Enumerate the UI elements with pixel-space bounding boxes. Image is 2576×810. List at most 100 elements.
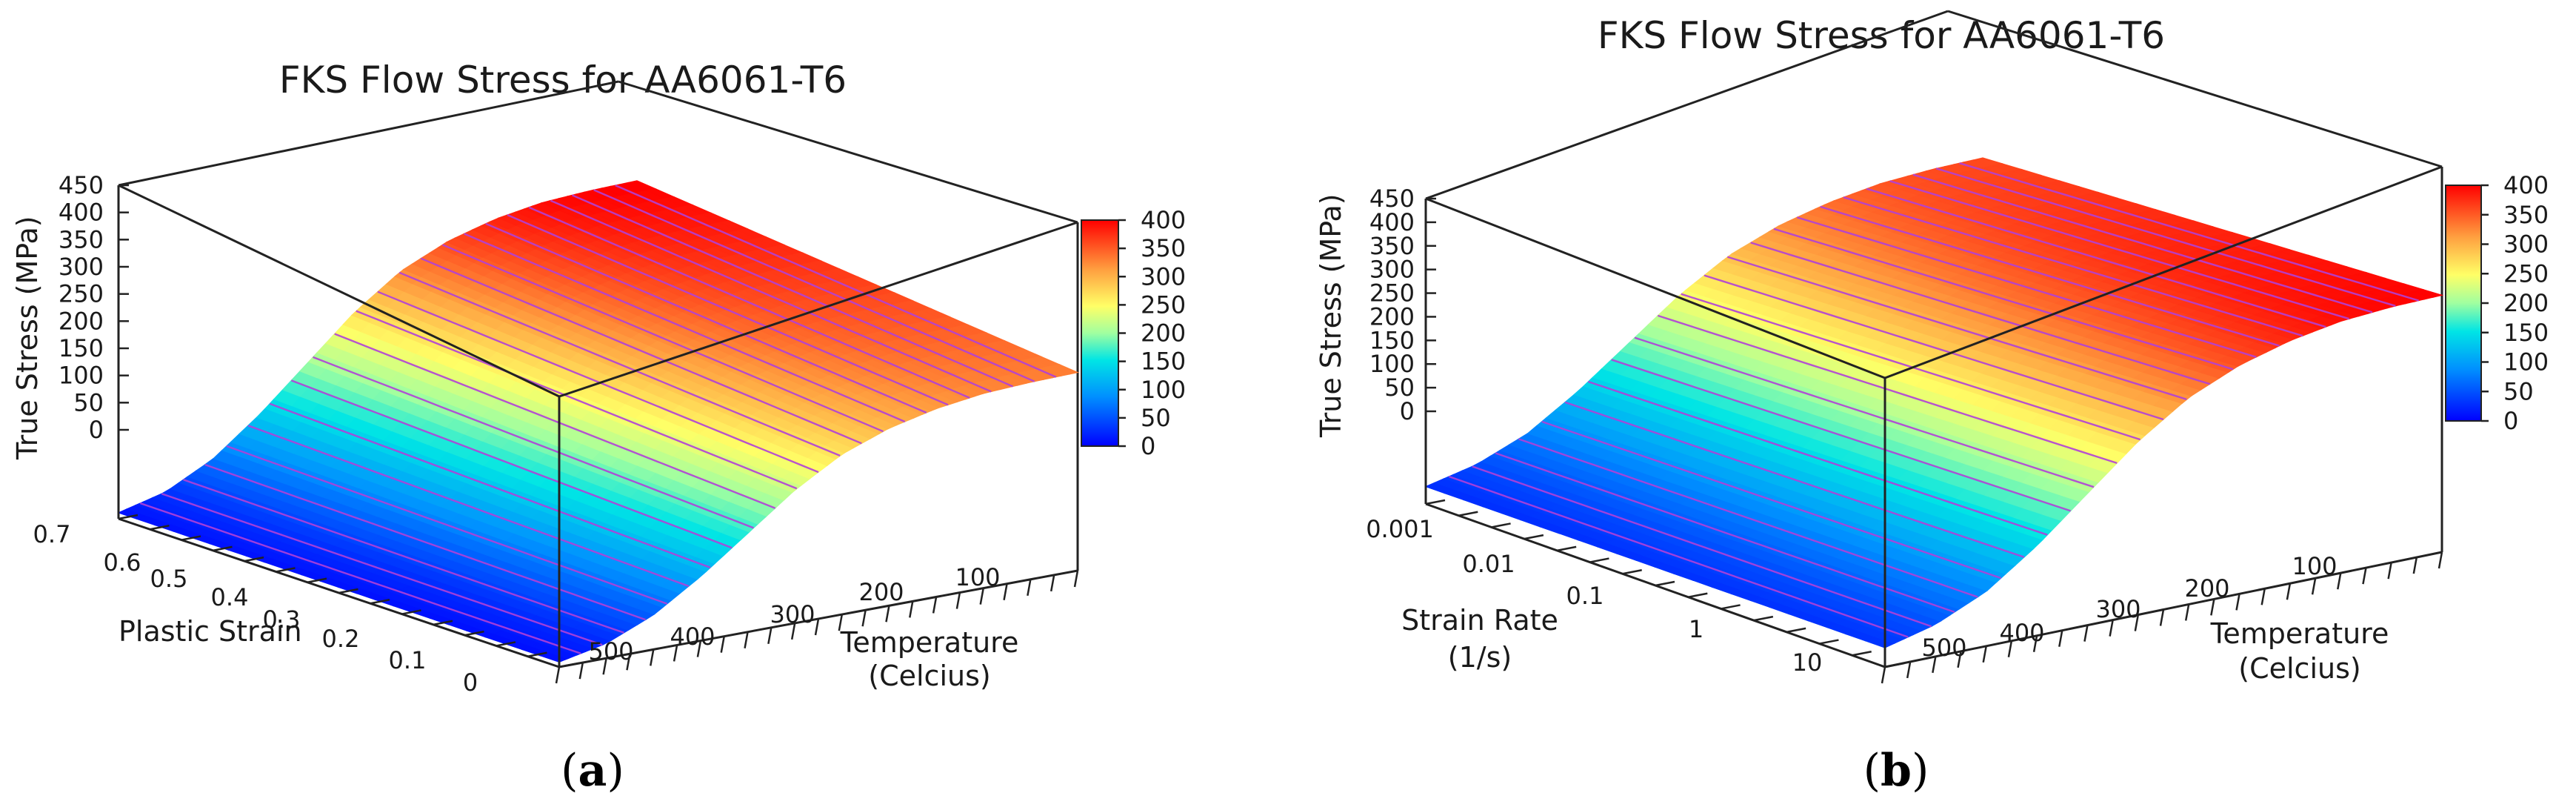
contour-line [1750, 242, 2211, 385]
colorbar-tick-label: 200 [1141, 319, 1186, 348]
z-tick-label: 450 [59, 171, 104, 199]
caption-a-letter: a [578, 745, 607, 797]
chart-panel-a: FKS Flow Stress for AA6061-T6 4504003503… [11, 59, 1186, 797]
colorbar-tick-label: 400 [1141, 206, 1186, 234]
y-tick-mark [2387, 562, 2392, 580]
y-tick-mark [1027, 579, 1032, 597]
colorbar-tick-label: 250 [1141, 291, 1186, 319]
x-tick-mark [276, 567, 296, 573]
x-tick-mark [1622, 569, 1642, 575]
z-tick-label: 50 [73, 388, 104, 416]
chart-title: FKS Flow Stress for AA6061-T6 [279, 59, 847, 102]
y-tick-mark [2311, 578, 2317, 595]
y-tick-mark [2210, 599, 2215, 616]
x-tick-mark [1655, 580, 1675, 587]
x-tick-mark [1753, 615, 1774, 622]
x-axis-label: Strain Rate [1401, 604, 1558, 637]
x-tick-label: 10 [1792, 648, 1823, 677]
z-tick-label: 100 [59, 362, 104, 390]
y-tick-mark [885, 605, 890, 623]
y-tick-mark [767, 627, 773, 645]
x-tick-label: 0 [463, 668, 478, 697]
x-ticks-a: 0.7 0.6 0.5 0.4 0.3 0.2 0.1 0 [33, 514, 579, 697]
colorbar-tick-label: 100 [1141, 376, 1186, 404]
x-tick-mark [1852, 651, 1872, 657]
x-tick-mark [558, 662, 579, 668]
y-tick-mark [578, 662, 584, 680]
colorbar-tick-label: 150 [2503, 319, 2549, 347]
y-tick-mark [2437, 551, 2443, 569]
z-tick-label: 200 [59, 307, 104, 335]
frame-front-top-left [118, 184, 560, 398]
x-axis-label: Plastic Strain [119, 615, 302, 648]
y-tick-mark [814, 618, 820, 636]
contour-line [1889, 180, 2350, 320]
y-tick-label: 200 [2184, 574, 2229, 602]
x-tick-mark [1589, 557, 1609, 563]
frame-back-top [1425, 10, 1949, 200]
contour-line [572, 194, 1013, 388]
contour-line [226, 445, 668, 605]
y-tick-mark [626, 654, 631, 671]
colorbar-tick-label: 0 [1141, 432, 1155, 460]
colorbar-tick-label: 350 [1141, 234, 1186, 262]
frame-back-top-right [1947, 10, 2443, 168]
contour-line [420, 257, 862, 445]
x-tick-mark [495, 641, 516, 647]
x-tick-mark [1688, 592, 1708, 598]
contour-line [1587, 380, 2048, 536]
contour-line [1726, 256, 2187, 401]
y-tick-mark [1050, 574, 1055, 592]
z-tick-label: 300 [59, 253, 104, 281]
x-tick-mark [307, 577, 327, 583]
x-tick-mark [527, 651, 547, 657]
y-tick-mark [955, 592, 961, 609]
colorbar [2445, 185, 2482, 422]
x-tick-label: 0.2 [322, 625, 360, 653]
colorbar-tick-label: 350 [2503, 201, 2549, 229]
z-tick-label: 0 [1400, 397, 1415, 425]
y-tick-label: 500 [588, 637, 633, 665]
contour-line [1681, 293, 2141, 441]
z-tick-label: 0 [89, 416, 104, 444]
contour-line [334, 333, 776, 509]
x-tick-mark [150, 525, 170, 531]
x-tick-mark [1425, 499, 1446, 505]
x-tick-label: 1 [1689, 615, 1704, 643]
contour-line [485, 222, 927, 414]
x-axis-label-unit: (1/s) [1448, 641, 1512, 674]
z-tick-label: 350 [59, 225, 104, 253]
x-tick-label: 0.6 [104, 548, 141, 577]
y-tick-mark [555, 666, 561, 684]
x-tick-mark [1721, 604, 1741, 610]
surface-patch [1049, 364, 1079, 375]
y-tick-mark [2032, 635, 2038, 652]
x-tick-mark [1524, 534, 1544, 540]
colorbar-tick-label: 300 [2503, 230, 2549, 259]
surface-plot-a [117, 180, 1079, 663]
contour-line [615, 184, 1057, 378]
x-tick-label: 0.7 [33, 520, 71, 548]
y-tick-mark [932, 597, 938, 614]
z-tick-label: 450 [1369, 185, 1415, 213]
y-tick-label: 200 [858, 578, 904, 606]
y-tick-mark [1982, 645, 1987, 663]
y-tick-mark [673, 645, 678, 662]
z-tick-label: 150 [59, 334, 104, 362]
contour-line [550, 199, 992, 393]
contour-line [204, 463, 647, 621]
contour-line [290, 379, 733, 549]
x-tick-label: 0.1 [389, 646, 427, 674]
contour-line [247, 425, 690, 588]
y-tick-mark [909, 601, 914, 618]
frame-back-top-right [618, 80, 1078, 224]
contour-line [1912, 173, 2373, 313]
y-tick-label: 100 [2292, 552, 2337, 580]
x-tick-mark [244, 556, 264, 562]
y-tick-mark [2058, 630, 2063, 647]
z-axis-label: True Stress (MPa) [11, 216, 44, 460]
